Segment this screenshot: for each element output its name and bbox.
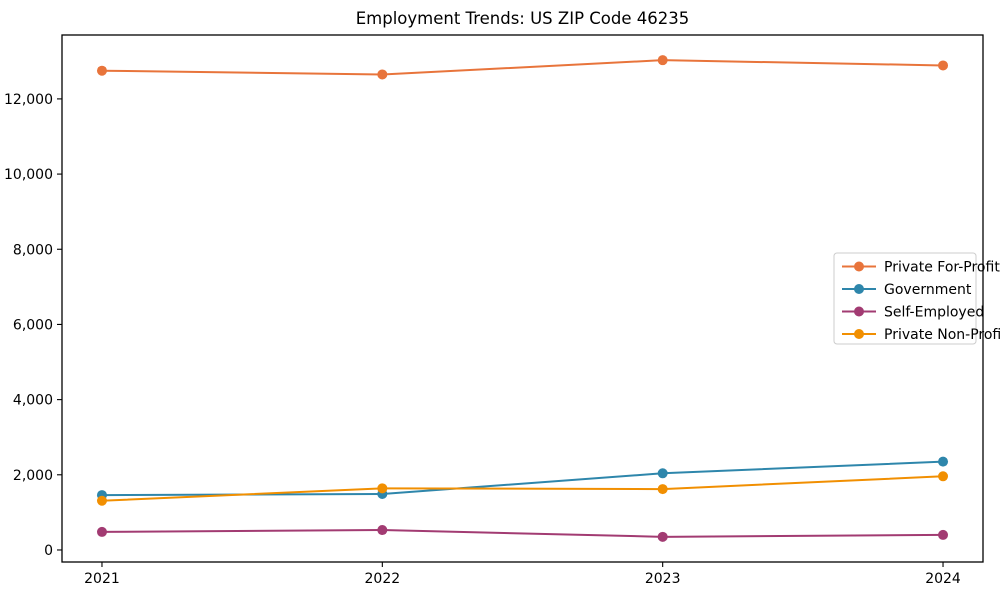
- data-point-marker: [938, 471, 949, 482]
- data-point-marker: [938, 60, 949, 71]
- y-tick-label: 8,000: [13, 242, 53, 258]
- legend-marker: [854, 306, 864, 317]
- data-point-marker: [96, 495, 107, 506]
- data-point-marker: [657, 468, 668, 479]
- y-tick-label: 12,000: [4, 92, 53, 108]
- series-line: [101, 59, 944, 76]
- legend-label: Government: [884, 282, 972, 298]
- data-point-marker: [938, 456, 949, 467]
- y-tick-label: 2,000: [13, 468, 53, 484]
- data-point-marker: [96, 526, 107, 537]
- series-line: [101, 529, 944, 538]
- y-tick-label: 0: [44, 543, 53, 559]
- legend-marker: [854, 261, 864, 272]
- data-point-marker: [657, 55, 668, 66]
- data-point-marker: [377, 483, 388, 494]
- series-line: [101, 460, 944, 497]
- data-point-marker: [377, 69, 388, 80]
- y-tick-label: 10,000: [4, 167, 53, 183]
- x-tick-label: 2024: [925, 571, 961, 587]
- data-point-marker: [938, 529, 949, 540]
- data-point-marker: [377, 525, 388, 536]
- legend-label: Private For-Profit: [884, 260, 1000, 276]
- y-tick-label: 6,000: [13, 317, 53, 333]
- chart-title: Employment Trends: US ZIP Code 46235: [355, 9, 690, 28]
- data-point-marker: [657, 484, 668, 495]
- axis-frame: [61, 34, 984, 563]
- legend-marker: [854, 329, 864, 339]
- legend-label: Self-Employed: [884, 305, 984, 321]
- series-line: [101, 475, 944, 502]
- x-tick-label: 2022: [365, 571, 401, 587]
- data-point-marker: [657, 531, 668, 542]
- x-tick-label: 2021: [84, 571, 120, 587]
- legend-label: Private Non-Profit: [884, 327, 1000, 343]
- y-tick-label: 4,000: [13, 393, 53, 409]
- legend-marker: [854, 284, 864, 294]
- x-tick-label: 2023: [645, 571, 681, 587]
- legend-box: [833, 252, 977, 345]
- data-point-marker: [96, 65, 107, 76]
